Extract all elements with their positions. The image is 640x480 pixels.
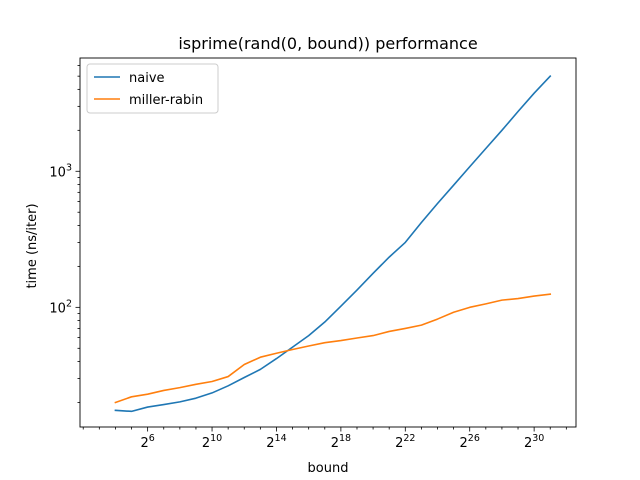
y-tick-label: 103 xyxy=(49,162,72,180)
x-tick-label: 26 xyxy=(140,433,154,451)
legend-label-miller-rabin: miller-rabin xyxy=(129,93,203,108)
y-tick-label: 102 xyxy=(49,298,72,316)
chart-title: isprime(rand(0, bound)) performance xyxy=(178,34,477,53)
legend: naive miller-rabin xyxy=(86,63,219,114)
x-tick-label: 222 xyxy=(395,433,415,451)
x-tick-label: 230 xyxy=(524,433,544,451)
series-line-naive xyxy=(114,75,552,413)
x-axis-label: bound xyxy=(308,461,349,476)
axes-layer: 26 210 214 218 222 226 230 102 103 xyxy=(49,57,577,451)
x-tick-label: 210 xyxy=(202,433,222,451)
series-line-miller-rabin xyxy=(114,293,552,404)
x-tick-label: 214 xyxy=(266,433,286,451)
x-tick-label: 226 xyxy=(460,433,480,451)
legend-label-naive: naive xyxy=(129,71,165,86)
x-tick-label: 218 xyxy=(331,433,351,451)
y-axis-label: time (ns/iter) xyxy=(25,203,40,288)
series-layer xyxy=(114,75,552,413)
